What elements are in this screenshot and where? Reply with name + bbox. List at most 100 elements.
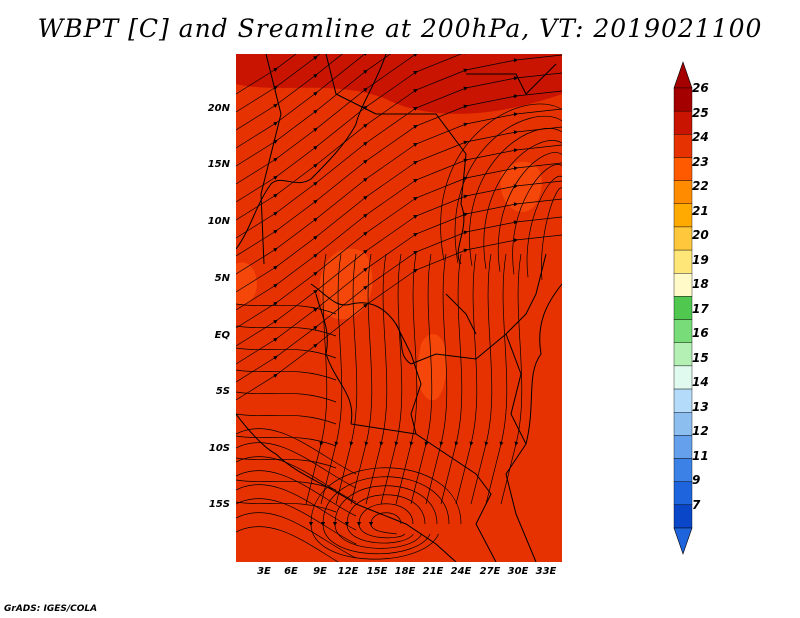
colorbar-label: 24 <box>692 130 709 145</box>
colorbar <box>673 61 693 555</box>
streamline <box>320 253 343 505</box>
streamline <box>526 175 562 278</box>
colorbar-label: 18 <box>692 277 709 292</box>
streamline <box>236 325 337 337</box>
lat-tick-label: EQ <box>214 330 230 341</box>
colorbar-label: 17 <box>692 301 709 316</box>
streamline <box>236 484 357 531</box>
colorbar-bottom-arrow <box>673 527 693 555</box>
map-panel <box>236 54 562 562</box>
streamline <box>440 253 463 505</box>
streamline <box>483 140 562 269</box>
colorbar-label: 16 <box>692 326 709 341</box>
lon-tick-label: 27E <box>479 566 501 577</box>
colorbar-label: 14 <box>692 375 709 390</box>
colorbar-segment <box>673 296 693 320</box>
streamline <box>425 253 448 505</box>
colorbar-label: 20 <box>692 228 709 243</box>
streamline <box>308 467 462 560</box>
streamline <box>410 253 433 505</box>
colorbar-segment <box>673 342 693 367</box>
lat-tick-label: 15N <box>207 159 230 170</box>
streamline <box>541 187 562 281</box>
streamline <box>454 116 562 264</box>
colorbar-label: 11 <box>692 448 709 463</box>
lat-tick-label: 10N <box>207 216 230 227</box>
streamline <box>485 253 508 505</box>
colorbar-label: 12 <box>692 424 709 439</box>
colorbar-label: 13 <box>692 399 709 414</box>
lat-tick-label: 10S <box>208 443 230 454</box>
streamline <box>497 152 562 272</box>
streamline <box>236 512 357 559</box>
streamline <box>365 253 388 505</box>
colorbar-label: 7 <box>692 497 701 512</box>
colorbar-label: 19 <box>692 252 709 267</box>
streamline <box>236 457 337 469</box>
lon-tick-label: 12E <box>337 566 359 577</box>
streamline <box>236 428 357 475</box>
streamline <box>332 485 438 549</box>
streamline <box>305 253 328 505</box>
colorbar-segment <box>673 226 693 251</box>
lon-tick-label: 3E <box>257 566 271 577</box>
streamline <box>236 526 339 562</box>
streamline <box>236 442 357 489</box>
streamline <box>440 103 562 261</box>
lon-tick-label: 30E <box>507 566 529 577</box>
colorbar-label: 9 <box>692 473 701 488</box>
colorbar-segment <box>673 134 693 158</box>
colorbar-segment <box>673 435 693 459</box>
lat-tick-label: 5N <box>214 273 230 284</box>
colorbar-top-arrow <box>673 61 693 89</box>
streamline <box>236 435 337 447</box>
streamline <box>500 253 523 505</box>
map-canvas <box>236 54 562 562</box>
streamline <box>335 253 358 505</box>
lat-tick-label: 15S <box>208 499 230 510</box>
lon-tick-label: 9E <box>313 566 327 577</box>
streamline <box>236 456 357 503</box>
colorbar-segment <box>673 157 693 181</box>
streamline <box>350 253 373 505</box>
streamline <box>236 303 337 315</box>
colorbar-segment <box>673 203 693 228</box>
streamline <box>344 494 426 544</box>
colorbar-segment <box>673 319 693 343</box>
lat-tick-label: 20N <box>207 103 230 114</box>
colorbar-label: 23 <box>692 154 709 169</box>
streamline <box>470 253 493 505</box>
lon-tick-label: 6E <box>284 566 298 577</box>
footer-credit: GrADS: IGES/COLA <box>4 604 98 614</box>
streamline <box>236 479 337 491</box>
colorbar-segment <box>673 458 693 482</box>
streamline <box>395 253 418 505</box>
colorbar-segment <box>673 249 693 274</box>
streamline <box>236 347 337 359</box>
streamline <box>236 470 357 517</box>
streamline <box>236 234 562 401</box>
streamline <box>368 512 402 535</box>
streamline <box>236 498 357 545</box>
chart-title: WBPT [C] and Sreamline at 200hPa, VT: 20… <box>37 14 763 43</box>
colorbar-segment <box>673 110 693 135</box>
colorbar-segment <box>673 504 693 529</box>
streamline <box>236 413 337 425</box>
streamline <box>455 253 478 505</box>
streamline <box>512 164 562 275</box>
lon-tick-label: 24E <box>450 566 472 577</box>
lat-tick-label: 5S <box>215 386 230 397</box>
colorbar-label: 26 <box>692 81 709 95</box>
colorbar-label: 25 <box>692 105 709 120</box>
colorbar-segment <box>673 388 693 413</box>
colorbar-segment <box>673 481 693 506</box>
colorbar-label: 15 <box>692 350 709 365</box>
colorbar-segment <box>673 273 693 297</box>
streamline <box>380 253 403 505</box>
lon-tick-label: 33E <box>535 566 557 577</box>
lon-tick-label: 15E <box>366 566 388 577</box>
colorbar-label: 21 <box>692 203 709 218</box>
lon-tick-label: 21E <box>422 566 444 577</box>
streamline <box>236 369 337 381</box>
lon-tick-label: 18E <box>394 566 416 577</box>
